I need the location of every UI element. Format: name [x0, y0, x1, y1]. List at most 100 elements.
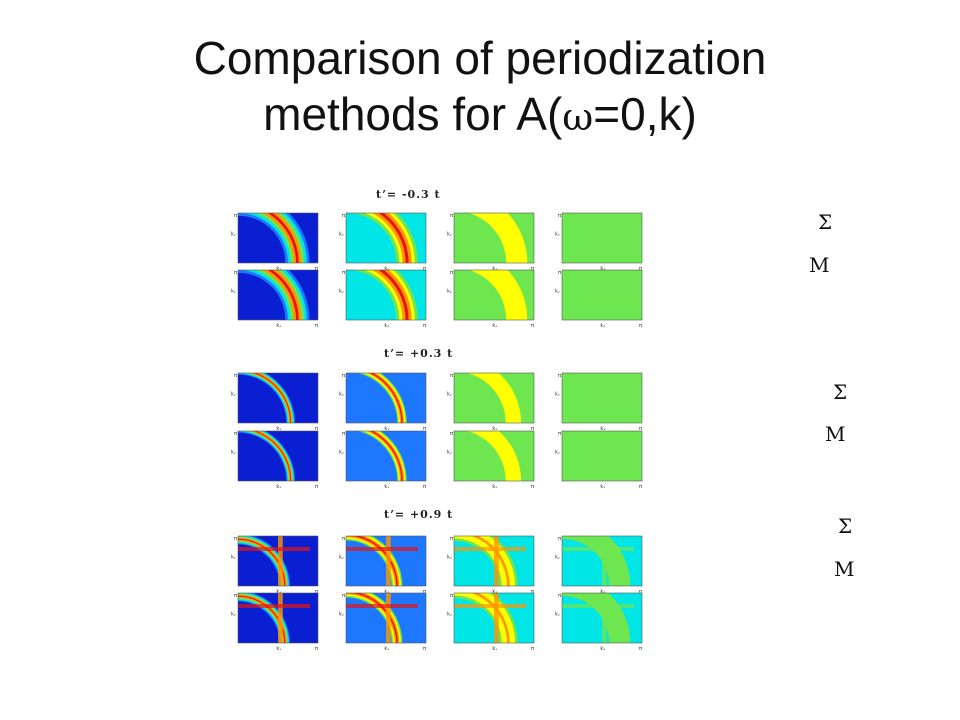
panel-x-label: kₓ: [600, 426, 605, 432]
spectral-panel: kᵧ kₓ π π: [339, 592, 427, 652]
panel-x-end: π: [639, 646, 642, 652]
panel-x-end: π: [639, 323, 642, 329]
omega-symbol: ω: [562, 95, 594, 139]
spectral-panel: kᵧ kₓ π π: [339, 535, 427, 595]
panel-y-label: kᵧ: [231, 232, 236, 238]
panel-x-label: kₓ: [492, 426, 497, 432]
spectral-panel: kᵧ kₓ π π: [447, 535, 535, 595]
panel-x-label: kₓ: [276, 589, 281, 595]
panel-x-label: kₓ: [492, 266, 497, 272]
spectral-panel: kᵧ kₓ π π: [555, 592, 643, 652]
spectral-panel: kᵧ kₓ π π: [447, 269, 535, 329]
panel-x-label: kₓ: [384, 266, 389, 272]
panel-y-label: kᵧ: [339, 450, 344, 456]
panel-y-label: kᵧ: [231, 450, 236, 456]
panel-y-end: π: [450, 373, 453, 379]
panel-y-end: π: [558, 270, 561, 276]
title-line-2-prefix: methods for A(: [263, 88, 563, 140]
spectral-panel: kᵧ kₓ π π: [447, 592, 535, 652]
panel-y-label: kᵧ: [339, 392, 344, 398]
panel-x-label: kₓ: [384, 484, 389, 490]
panel-x-end: π: [531, 589, 534, 595]
group-label-2: t’= +0.3 t: [384, 347, 454, 360]
panel-y-label: kᵧ: [447, 289, 452, 295]
panel-x-end: π: [639, 589, 642, 595]
panel-y-end: π: [342, 213, 345, 219]
panel-y-end: π: [450, 593, 453, 599]
panel-x-end: π: [531, 426, 534, 432]
panel-y-label: kᵧ: [555, 289, 560, 295]
m-label-1: M: [809, 253, 830, 277]
panel-x-end: π: [531, 266, 534, 272]
panel-y-label: kᵧ: [231, 289, 236, 295]
panel-x-end: π: [315, 426, 318, 432]
panel-x-label: kₓ: [600, 323, 605, 329]
panel-y-label: kᵧ: [339, 232, 344, 238]
panel-x-label: kₓ: [384, 589, 389, 595]
spectral-panel: kᵧ kₓ π π: [231, 372, 319, 432]
sigma-label-2: Σ: [833, 380, 848, 404]
spectral-panel: kᵧ kₓ π π: [555, 372, 643, 432]
panel-x-label: kₓ: [276, 426, 281, 432]
panel-x-label: kₓ: [600, 484, 605, 490]
panel-y-end: π: [558, 373, 561, 379]
group-label-3: t’= +0.9 t: [384, 508, 454, 521]
sigma-label-3: Σ: [838, 514, 853, 538]
panel-x-end: π: [315, 589, 318, 595]
panel-y-end: π: [558, 593, 561, 599]
spectral-panel: kᵧ kₓ π π: [231, 212, 319, 272]
panel-y-end: π: [450, 213, 453, 219]
panel-y-end: π: [342, 431, 345, 437]
spectral-panel: kᵧ kₓ π π: [555, 269, 643, 329]
spectral-panel: kᵧ kₓ π π: [555, 212, 643, 272]
panel-y-end: π: [450, 431, 453, 437]
panel-x-end: π: [531, 484, 534, 490]
panel-y-end: π: [234, 431, 237, 437]
panel-y-end: π: [558, 213, 561, 219]
panel-x-end: π: [639, 426, 642, 432]
panel-y-end: π: [342, 373, 345, 379]
panel-x-label: kₓ: [492, 646, 497, 652]
panel-y-label: kᵧ: [231, 555, 236, 561]
panel-x-end: π: [315, 646, 318, 652]
spectral-panel: kᵧ kₓ π π: [231, 535, 319, 595]
panel-y-label: kᵧ: [555, 232, 560, 238]
panel-x-label: kₓ: [276, 484, 281, 490]
panel-x-label: kₓ: [492, 589, 497, 595]
panel-y-end: π: [234, 536, 237, 542]
slide-title: Comparison of periodization methods for …: [0, 30, 960, 145]
panel-x-end: π: [423, 266, 426, 272]
panel-x-label: kₓ: [384, 426, 389, 432]
spectral-panel: kᵧ kₓ π π: [231, 592, 319, 652]
panel-y-end: π: [342, 270, 345, 276]
panel-y-end: π: [450, 270, 453, 276]
panel-x-end: π: [639, 484, 642, 490]
panel-y-label: kᵧ: [555, 450, 560, 456]
panel-x-end: π: [423, 646, 426, 652]
title-line-2-suffix: =0,k): [593, 88, 697, 140]
panel-y-label: kᵧ: [447, 612, 452, 618]
panel-x-end: π: [315, 484, 318, 490]
spectral-panel: kᵧ kₓ π π: [447, 372, 535, 432]
panel-x-end: π: [423, 484, 426, 490]
spectral-panel: kᵧ kₓ π π: [339, 269, 427, 329]
panel-y-label: kᵧ: [447, 450, 452, 456]
spectral-panel: kᵧ kₓ π π: [339, 430, 427, 490]
spectral-panel: kᵧ kₓ π π: [555, 535, 643, 595]
panel-y-end: π: [234, 270, 237, 276]
spectral-panel: kᵧ kₓ π π: [339, 372, 427, 432]
panel-y-end: π: [234, 373, 237, 379]
panel-x-end: π: [423, 426, 426, 432]
title-line-1: Comparison of periodization: [193, 32, 767, 84]
panel-x-label: kₓ: [492, 323, 497, 329]
panel-y-label: kᵧ: [447, 555, 452, 561]
spectral-panel: kᵧ kₓ π π: [339, 212, 427, 272]
group-label-1: t’= -0.3 t: [376, 188, 441, 201]
m-label-3: M: [834, 557, 855, 581]
panel-y-label: kᵧ: [339, 289, 344, 295]
panel-x-end: π: [639, 266, 642, 272]
panel-x-end: π: [315, 323, 318, 329]
spectral-panel: kᵧ kₓ π π: [231, 430, 319, 490]
panel-x-label: kₓ: [600, 266, 605, 272]
